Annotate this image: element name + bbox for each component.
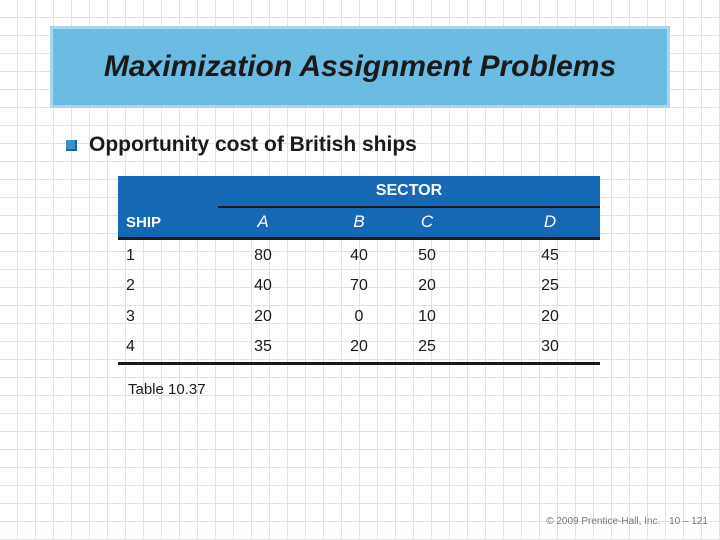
page-number: 10 – 121: [669, 516, 708, 527]
column-header-b: B: [353, 212, 365, 231]
table-caption: Table 10.37: [128, 381, 206, 398]
slide-footer: © 2009 Prentice-Hall, Inc. 10 – 121: [540, 516, 708, 527]
header-rule: [118, 237, 600, 240]
value-cell: 0: [354, 308, 364, 325]
column-header-d: D: [543, 212, 557, 231]
value-cell: 70: [350, 277, 368, 294]
value-cell: 20: [254, 308, 272, 325]
slide-title: Maximization Assignment Problems: [103, 50, 617, 83]
bullet-item: Opportunity cost of British ships: [66, 130, 417, 160]
table-bottom-rule: [118, 362, 600, 365]
square-bullet-icon: [66, 139, 77, 151]
value-cell: 50: [418, 247, 436, 264]
table-group-header-band: [118, 176, 600, 206]
value-cell: 20: [350, 338, 368, 355]
sector-underline: [218, 206, 600, 208]
value-cell: 40: [350, 247, 368, 264]
value-cell: 45: [541, 247, 559, 264]
column-header-c: C: [420, 212, 434, 231]
copyright-text: © 2009 Prentice-Hall, Inc.: [546, 516, 661, 527]
value-cell: 35: [254, 338, 272, 355]
ship-cell: 4: [126, 338, 135, 355]
value-cell: 10: [418, 308, 436, 325]
bullet-text: Opportunity cost of British ships: [89, 133, 417, 156]
ship-column-header: SHIP: [126, 213, 162, 231]
ship-cell: 1: [126, 247, 135, 264]
title-banner: Maximization Assignment Problems: [50, 26, 670, 108]
sector-header: SECTOR: [375, 182, 443, 199]
value-cell: 40: [254, 277, 272, 294]
ship-cell: 2: [126, 277, 135, 294]
ship-cell: 3: [126, 308, 135, 325]
value-cell: 25: [541, 277, 559, 294]
value-cell: 30: [541, 338, 559, 355]
value-cell: 80: [254, 247, 272, 264]
table-header-row: [118, 206, 600, 238]
column-header-a: A: [257, 212, 269, 231]
value-cell: 25: [418, 338, 436, 355]
value-cell: 20: [541, 308, 559, 325]
value-cell: 20: [418, 277, 436, 294]
